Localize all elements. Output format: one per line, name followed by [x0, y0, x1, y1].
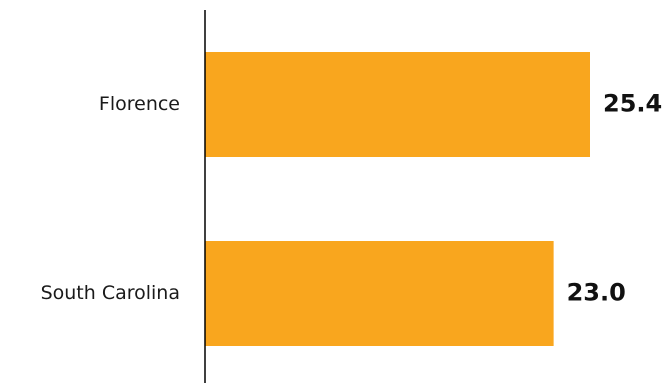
labels-layer: Florence 25.4 South Carolina 23.0 — [41, 90, 663, 307]
value-label-south-carolina: 23.0 — [567, 279, 626, 307]
bar-south-carolina — [205, 241, 554, 346]
category-label-south-carolina: South Carolina — [41, 282, 180, 304]
value-label-florence: 25.4 — [603, 90, 662, 118]
bars-layer — [205, 52, 590, 346]
bar-florence — [205, 52, 590, 157]
category-label-florence: Florence — [99, 93, 180, 115]
